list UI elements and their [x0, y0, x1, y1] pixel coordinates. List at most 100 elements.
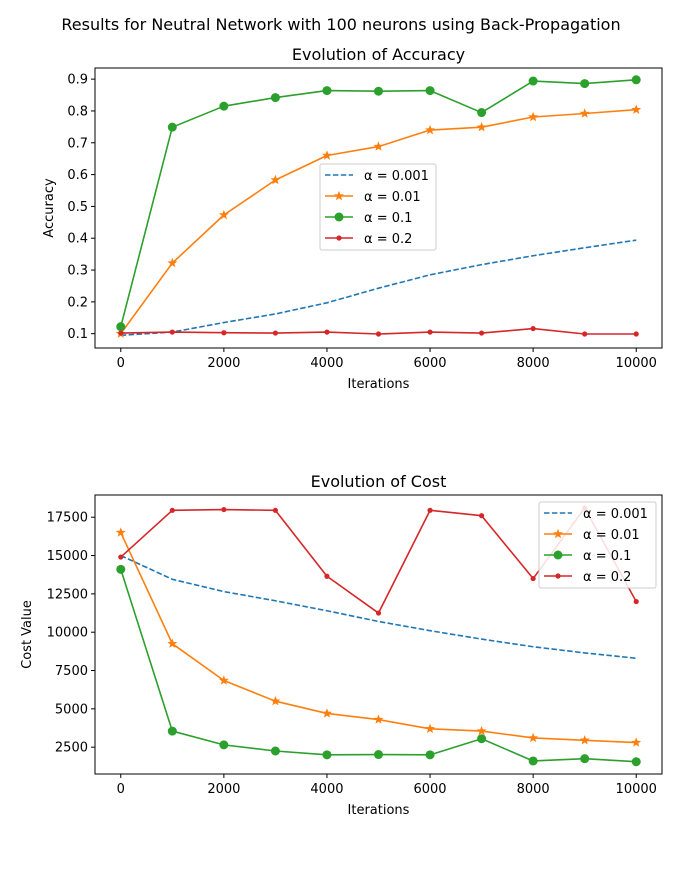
data-point: [169, 329, 175, 335]
data-point: [375, 331, 382, 337]
data-point: [579, 735, 590, 745]
y-tick-label: 0.5: [67, 200, 88, 215]
data-point: [478, 513, 485, 519]
data-point: [373, 714, 384, 724]
data-point: [427, 507, 433, 513]
y-tick-label: 0.3: [67, 264, 88, 279]
y-tick-label: 2500: [55, 741, 88, 756]
data-point: [373, 141, 384, 151]
data-point: [530, 575, 536, 582]
series-line: [120, 569, 637, 763]
data-point: [324, 573, 330, 579]
legend-label: α = 0.001: [364, 169, 429, 184]
y-tick-label: 15000: [47, 549, 88, 564]
data-point: [374, 86, 383, 96]
data-point: [476, 121, 487, 132]
data-point: [322, 150, 332, 160]
data-point: [322, 86, 332, 96]
data-point: [118, 554, 124, 560]
data-point: [221, 330, 227, 336]
data-point: [582, 331, 588, 337]
x-tick-label: 2000: [207, 356, 240, 371]
data-point: [425, 750, 435, 760]
legend-marker: [336, 235, 342, 241]
data-point: [272, 507, 279, 513]
data-point: [218, 675, 229, 685]
y-axis-label: Cost Value: [20, 600, 35, 669]
legend: α = 0.001 α = 0.01 α = 0.1 α = 0.2: [319, 163, 437, 251]
legend: α = 0.001 α = 0.01 α = 0.1 α = 0.2: [538, 501, 657, 589]
y-tick-label: 5000: [55, 702, 88, 717]
data-point: [270, 93, 280, 103]
data-point: [477, 734, 487, 744]
data-point: [116, 564, 126, 574]
x-axis-label: Iterations: [348, 803, 410, 818]
data-point: [478, 330, 485, 336]
data-point: [270, 174, 281, 185]
data-point: [528, 111, 539, 122]
y-axis-label: Accuracy: [42, 178, 57, 238]
data-point: [218, 209, 229, 220]
data-point: [270, 695, 281, 706]
x-tick-label: 4000: [310, 782, 343, 797]
figure-suptitle: Results for Neutral Network with 100 neu…: [61, 15, 621, 34]
legend-box: [538, 501, 657, 589]
legend-marker: [334, 212, 344, 222]
series-2: [116, 75, 641, 332]
x-tick-label: 0: [117, 356, 125, 371]
x-axis-label: Iterations: [348, 377, 410, 392]
accuracy-chart: Evolution of Accuracy 0 2000 4000 6000 8000 10…: [42, 45, 663, 392]
data-point: [633, 598, 639, 605]
legend-box: [319, 163, 437, 251]
y-tick-label: 0.4: [67, 232, 88, 247]
data-point: [425, 124, 435, 135]
x-tick-label: 10000: [616, 356, 657, 371]
series-line: [120, 239, 637, 337]
y-tick-label: 10000: [47, 626, 88, 641]
y-tick-label: 0.8: [67, 104, 88, 119]
y-tick-label: 0.9: [67, 73, 88, 88]
data-point: [270, 746, 280, 756]
data-point: [167, 122, 177, 132]
data-point: [322, 708, 332, 718]
legend-marker: [334, 190, 344, 201]
series-1: [115, 527, 642, 747]
y-tick-label: 17500: [47, 511, 88, 526]
data-point: [324, 329, 330, 335]
data-point: [167, 726, 177, 736]
axes-frame: [94, 494, 663, 775]
chart-title: Evolution of Cost: [311, 472, 447, 491]
data-point: [633, 331, 639, 337]
data-point: [631, 75, 641, 85]
data-point: [476, 725, 487, 736]
data-point: [167, 257, 178, 268]
x-tick-label: 4000: [310, 356, 343, 371]
y-tick-label: 0.1: [67, 327, 88, 342]
data-point: [375, 610, 382, 616]
cost-chart: Evolution of Cost 0 2000 4000 6000 8000 10000 2…: [20, 472, 663, 818]
data-point: [322, 750, 332, 760]
series-line: [120, 554, 637, 660]
data-point: [631, 757, 641, 767]
legend-label: α = 0.01: [364, 190, 421, 205]
data-point: [530, 325, 536, 332]
data-point: [169, 507, 175, 513]
data-point: [116, 322, 126, 332]
series-0: [120, 554, 637, 660]
chart-title: Evolution of Accuracy: [292, 45, 465, 64]
data-point: [425, 723, 435, 733]
data-point: [477, 108, 487, 118]
y-tick-label: 0.7: [67, 136, 88, 151]
x-tick-label: 10000: [616, 782, 657, 797]
legend-marker: [555, 573, 561, 579]
data-point: [631, 104, 642, 114]
series-1: [115, 104, 642, 338]
x-tick-label: 6000: [413, 782, 446, 797]
legend-label: α = 0.001: [583, 507, 648, 522]
x-tick-label: 0: [117, 782, 125, 797]
legend-marker: [553, 528, 563, 539]
data-point: [427, 329, 433, 335]
x-tick-label: 6000: [413, 356, 446, 371]
data-point: [221, 506, 227, 513]
